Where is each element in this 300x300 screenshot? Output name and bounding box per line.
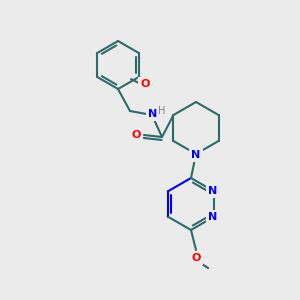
Text: O: O (141, 79, 150, 89)
Text: N: N (191, 150, 201, 160)
Text: N: N (208, 186, 217, 196)
Text: N: N (148, 109, 158, 119)
Text: O: O (191, 253, 201, 263)
Text: H: H (158, 106, 166, 116)
Text: O: O (131, 130, 141, 140)
Text: N: N (208, 212, 217, 222)
